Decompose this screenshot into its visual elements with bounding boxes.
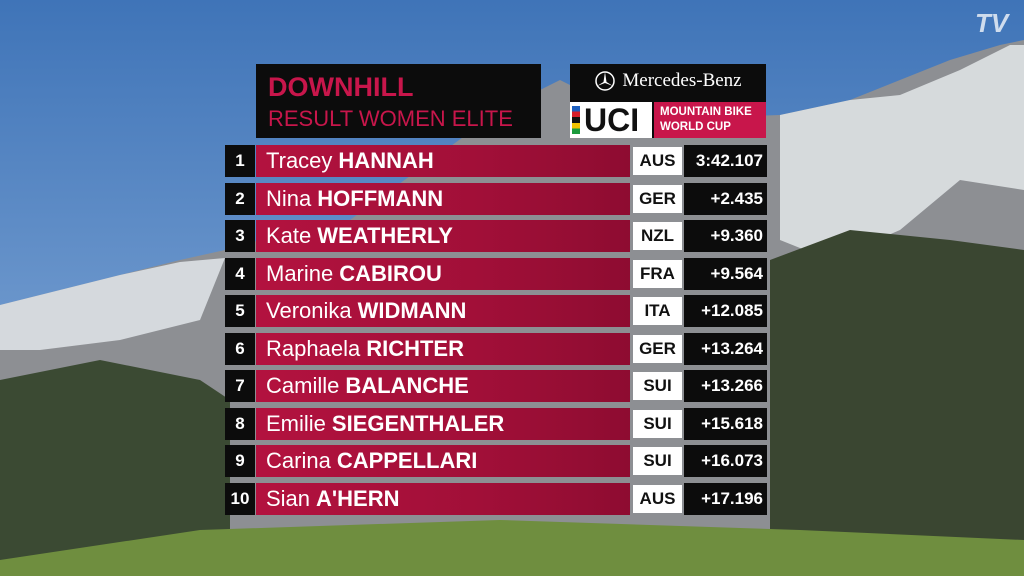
last-name: BALANCHE: [345, 373, 469, 399]
rider-name: Nina HOFFMANN: [256, 182, 630, 215]
country: SUI: [633, 372, 682, 401]
country: SUI: [633, 409, 682, 438]
last-name: RICHTER: [366, 335, 464, 361]
first-name: Kate: [266, 223, 312, 249]
rider-name: Raphaela RICHTER: [256, 332, 630, 365]
title: DOWNHILL: [268, 72, 414, 102]
rank: 7: [225, 370, 255, 403]
last-name: WEATHERLY: [317, 223, 453, 249]
first-name: Nina: [266, 185, 312, 211]
time: +9.360: [684, 220, 767, 253]
first-name: Tracey: [266, 148, 333, 173]
time: +2.435: [684, 182, 767, 215]
series-line: WORLD CUP: [660, 121, 731, 133]
rank: 5: [225, 295, 255, 328]
last-name: HOFFMANN: [317, 185, 444, 211]
rank: 3: [225, 220, 255, 253]
series-line: MOUNTAIN BIKE: [660, 106, 752, 118]
rank: 9: [225, 445, 255, 478]
rank: 8: [225, 407, 255, 440]
country: AUS: [633, 147, 682, 175]
rank: 6: [225, 332, 255, 365]
header: DOWNHILL RESULT WOMEN ELITE: [256, 64, 541, 138]
time: +12.085: [684, 295, 767, 328]
series: MOUNTAIN BIKE WORLD CUP: [654, 102, 766, 138]
time: +16.073: [684, 445, 767, 478]
first-name: Emilie: [266, 410, 326, 436]
time: +17.196: [684, 482, 767, 515]
time: +15.618: [684, 407, 767, 440]
uci-logo: UCI: [570, 102, 652, 138]
watermark: TV: [975, 8, 1009, 38]
rank: 1: [225, 145, 255, 177]
rider-name: Kate WEATHERLY: [256, 220, 630, 253]
rank: 2: [225, 182, 255, 215]
rider-name: Camille BALANCHE: [256, 370, 630, 403]
subtitle: RESULT WOMEN ELITE: [268, 106, 513, 131]
first-name: Marine: [266, 260, 334, 286]
last-name: CABIROU: [339, 260, 442, 286]
first-name: Carina: [266, 448, 331, 474]
rank: 10: [225, 482, 255, 515]
rider-name: Veronika WIDMANN: [256, 295, 630, 328]
country: GER: [633, 334, 682, 363]
first-name: Veronika: [266, 298, 352, 324]
rider-name: Carina CAPPELLARI: [256, 445, 630, 478]
last-name: CAPPELLARI: [336, 448, 478, 474]
time: +9.564: [684, 257, 767, 290]
country: GER: [633, 184, 682, 213]
last-name: A'HERN: [316, 485, 400, 511]
first-name: Camille: [266, 373, 340, 399]
country: NZL: [633, 222, 682, 251]
country: SUI: [633, 447, 682, 476]
rank: 4: [225, 257, 255, 290]
country: ITA: [633, 297, 682, 326]
country: FRA: [633, 259, 682, 288]
uci-text: UCI: [584, 102, 640, 138]
first-name: Sian: [266, 485, 311, 511]
first-name: Raphaela: [266, 335, 361, 361]
rider-name: Emilie SIEGENTHALER: [256, 407, 630, 440]
rider-name: Sian A'HERN: [256, 482, 630, 515]
rider-name: Tracey HANNAH: [256, 145, 630, 177]
time: +13.266: [684, 370, 767, 403]
last-name: HANNAH: [338, 148, 434, 173]
time: 3:42.107: [684, 145, 767, 177]
last-name: SIEGENTHALER: [331, 410, 505, 436]
time: +13.264: [684, 332, 767, 365]
rider-name: Marine CABIROU: [256, 257, 630, 290]
brand: Mercedes-Benz: [570, 64, 766, 98]
last-name: WIDMANN: [357, 298, 467, 324]
sponsor-box: Mercedes-Benz UCI MOUNTAIN BIKE WORLD CU…: [570, 64, 766, 138]
country: AUS: [633, 484, 682, 513]
brand-logo: [595, 71, 616, 91]
rainbow-stripes: [572, 106, 580, 134]
